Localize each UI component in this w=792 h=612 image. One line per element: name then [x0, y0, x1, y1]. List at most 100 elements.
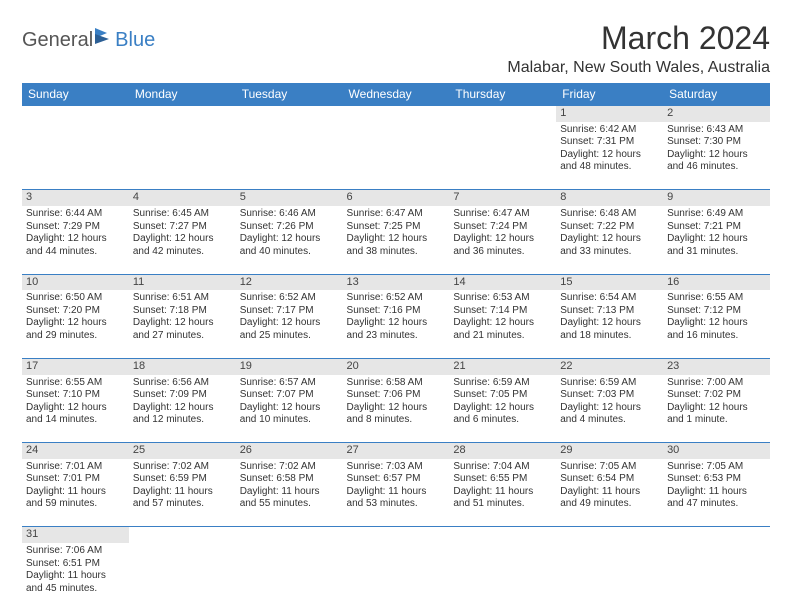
sunset-text: Sunset: 7:09 PM	[133, 389, 232, 402]
daylight-text: Daylight: 12 hours and 14 minutes.	[26, 402, 125, 427]
sunrise-text: Sunrise: 6:50 AM	[26, 292, 125, 305]
day-details-cell: Sunrise: 6:47 AMSunset: 7:24 PMDaylight:…	[449, 206, 556, 274]
daylight-text: Daylight: 12 hours and 36 minutes.	[453, 233, 552, 258]
daylight-text: Daylight: 12 hours and 6 minutes.	[453, 402, 552, 427]
sunrise-text: Sunrise: 6:42 AM	[560, 124, 659, 137]
daylight-text: Daylight: 12 hours and 12 minutes.	[133, 402, 232, 427]
day-number-cell: 11	[129, 274, 236, 290]
day-details-cell: Sunrise: 6:54 AMSunset: 7:13 PMDaylight:…	[556, 290, 663, 358]
day-details-cell: Sunrise: 7:06 AMSunset: 6:51 PMDaylight:…	[22, 543, 129, 611]
day-number-cell	[663, 527, 770, 543]
weekday-header: Sunday	[22, 83, 129, 106]
daylight-text: Daylight: 12 hours and 38 minutes.	[347, 233, 446, 258]
daylight-text: Daylight: 11 hours and 55 minutes.	[240, 486, 339, 511]
day-number-cell: 22	[556, 358, 663, 374]
day-number-cell: 14	[449, 274, 556, 290]
day-number-cell: 30	[663, 443, 770, 459]
day-number-cell: 29	[556, 443, 663, 459]
weekday-header-row: SundayMondayTuesdayWednesdayThursdayFrid…	[22, 83, 770, 106]
sunrise-text: Sunrise: 6:46 AM	[240, 208, 339, 221]
sunrise-text: Sunrise: 7:05 AM	[667, 461, 766, 474]
sunrise-text: Sunrise: 6:57 AM	[240, 377, 339, 390]
day-number-cell	[449, 527, 556, 543]
sunrise-text: Sunrise: 7:06 AM	[26, 545, 125, 558]
day-number-cell: 4	[129, 190, 236, 206]
sunset-text: Sunset: 7:01 PM	[26, 473, 125, 486]
day-number-cell: 3	[22, 190, 129, 206]
day-details-cell: Sunrise: 6:44 AMSunset: 7:29 PMDaylight:…	[22, 206, 129, 274]
day-details-row: Sunrise: 6:55 AMSunset: 7:10 PMDaylight:…	[22, 375, 770, 443]
day-details-cell	[343, 122, 450, 190]
daylight-text: Daylight: 11 hours and 57 minutes.	[133, 486, 232, 511]
day-details-cell: Sunrise: 7:02 AMSunset: 6:58 PMDaylight:…	[236, 459, 343, 527]
day-details-cell: Sunrise: 7:05 AMSunset: 6:54 PMDaylight:…	[556, 459, 663, 527]
daylight-text: Daylight: 12 hours and 48 minutes.	[560, 149, 659, 174]
sunset-text: Sunset: 7:07 PM	[240, 389, 339, 402]
day-details-cell: Sunrise: 6:52 AMSunset: 7:16 PMDaylight:…	[343, 290, 450, 358]
logo-text-blue: Blue	[115, 29, 155, 52]
daylight-text: Daylight: 12 hours and 46 minutes.	[667, 149, 766, 174]
day-number-cell: 31	[22, 527, 129, 543]
sunrise-text: Sunrise: 6:58 AM	[347, 377, 446, 390]
weekday-header: Saturday	[663, 83, 770, 106]
day-number-cell: 27	[343, 443, 450, 459]
day-number-cell	[343, 527, 450, 543]
sunset-text: Sunset: 7:24 PM	[453, 221, 552, 234]
sunrise-text: Sunrise: 6:53 AM	[453, 292, 552, 305]
day-details-cell: Sunrise: 6:49 AMSunset: 7:21 PMDaylight:…	[663, 206, 770, 274]
day-details-cell: Sunrise: 6:43 AMSunset: 7:30 PMDaylight:…	[663, 122, 770, 190]
calendar-table: SundayMondayTuesdayWednesdayThursdayFrid…	[22, 83, 770, 611]
day-details-cell: Sunrise: 6:53 AMSunset: 7:14 PMDaylight:…	[449, 290, 556, 358]
day-number-cell: 18	[129, 358, 236, 374]
logo-text-general: General	[22, 29, 93, 52]
day-details-row: Sunrise: 6:42 AMSunset: 7:31 PMDaylight:…	[22, 122, 770, 190]
day-details-cell	[343, 543, 450, 611]
day-details-row: Sunrise: 6:50 AMSunset: 7:20 PMDaylight:…	[22, 290, 770, 358]
day-number-cell	[449, 106, 556, 122]
day-details-cell: Sunrise: 6:59 AMSunset: 7:05 PMDaylight:…	[449, 375, 556, 443]
day-number-cell	[129, 527, 236, 543]
daylight-text: Daylight: 12 hours and 40 minutes.	[240, 233, 339, 258]
day-number-cell: 16	[663, 274, 770, 290]
daylight-text: Daylight: 12 hours and 8 minutes.	[347, 402, 446, 427]
day-details-cell	[449, 543, 556, 611]
day-number-cell: 21	[449, 358, 556, 374]
sunrise-text: Sunrise: 6:56 AM	[133, 377, 232, 390]
day-details-cell: Sunrise: 6:52 AMSunset: 7:17 PMDaylight:…	[236, 290, 343, 358]
day-number-cell: 1	[556, 106, 663, 122]
day-number-cell: 6	[343, 190, 450, 206]
day-details-cell: Sunrise: 6:51 AMSunset: 7:18 PMDaylight:…	[129, 290, 236, 358]
day-number-row: 12	[22, 106, 770, 122]
day-number-cell: 8	[556, 190, 663, 206]
sunset-text: Sunset: 7:05 PM	[453, 389, 552, 402]
weekday-header: Thursday	[449, 83, 556, 106]
day-details-cell: Sunrise: 7:04 AMSunset: 6:55 PMDaylight:…	[449, 459, 556, 527]
sunset-text: Sunset: 7:12 PM	[667, 305, 766, 318]
day-number-row: 10111213141516	[22, 274, 770, 290]
daylight-text: Daylight: 11 hours and 53 minutes.	[347, 486, 446, 511]
sunrise-text: Sunrise: 6:48 AM	[560, 208, 659, 221]
daylight-text: Daylight: 11 hours and 59 minutes.	[26, 486, 125, 511]
day-number-cell: 24	[22, 443, 129, 459]
sunset-text: Sunset: 7:31 PM	[560, 136, 659, 149]
day-details-row: Sunrise: 6:44 AMSunset: 7:29 PMDaylight:…	[22, 206, 770, 274]
daylight-text: Daylight: 12 hours and 18 minutes.	[560, 317, 659, 342]
sunset-text: Sunset: 6:51 PM	[26, 558, 125, 571]
sunset-text: Sunset: 7:25 PM	[347, 221, 446, 234]
day-number-row: 24252627282930	[22, 443, 770, 459]
daylight-text: Daylight: 12 hours and 25 minutes.	[240, 317, 339, 342]
day-number-cell: 10	[22, 274, 129, 290]
month-title: March 2024	[507, 20, 770, 57]
sunset-text: Sunset: 7:14 PM	[453, 305, 552, 318]
daylight-text: Daylight: 11 hours and 47 minutes.	[667, 486, 766, 511]
day-details-cell: Sunrise: 7:03 AMSunset: 6:57 PMDaylight:…	[343, 459, 450, 527]
daylight-text: Daylight: 12 hours and 31 minutes.	[667, 233, 766, 258]
daylight-text: Daylight: 11 hours and 51 minutes.	[453, 486, 552, 511]
sunrise-text: Sunrise: 6:45 AM	[133, 208, 232, 221]
daylight-text: Daylight: 11 hours and 49 minutes.	[560, 486, 659, 511]
daylight-text: Daylight: 12 hours and 42 minutes.	[133, 233, 232, 258]
day-number-row: 31	[22, 527, 770, 543]
sunset-text: Sunset: 7:03 PM	[560, 389, 659, 402]
sunset-text: Sunset: 7:27 PM	[133, 221, 232, 234]
sunrise-text: Sunrise: 7:01 AM	[26, 461, 125, 474]
